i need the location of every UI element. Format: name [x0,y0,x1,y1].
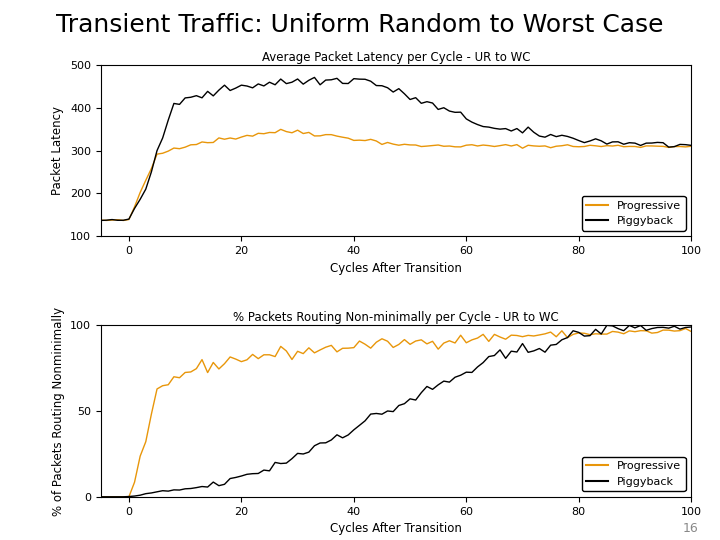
Legend: Progressive, Piggyback: Progressive, Piggyback [582,196,685,231]
X-axis label: Cycles After Transition: Cycles After Transition [330,522,462,535]
Text: Transient Traffic: Uniform Random to Worst Case: Transient Traffic: Uniform Random to Wor… [56,14,664,37]
Y-axis label: Packet Latency: Packet Latency [51,106,64,195]
Legend: Progressive, Piggyback: Progressive, Piggyback [582,457,685,491]
Title: % Packets Routing Non-minimally per Cycle - UR to WC: % Packets Routing Non-minimally per Cycl… [233,311,559,324]
Y-axis label: % of Packets Routing Nonminimally: % of Packets Routing Nonminimally [52,307,65,516]
X-axis label: Cycles After Transition: Cycles After Transition [330,261,462,274]
Title: Average Packet Latency per Cycle - UR to WC: Average Packet Latency per Cycle - UR to… [262,51,530,64]
Text: 16: 16 [683,522,698,535]
